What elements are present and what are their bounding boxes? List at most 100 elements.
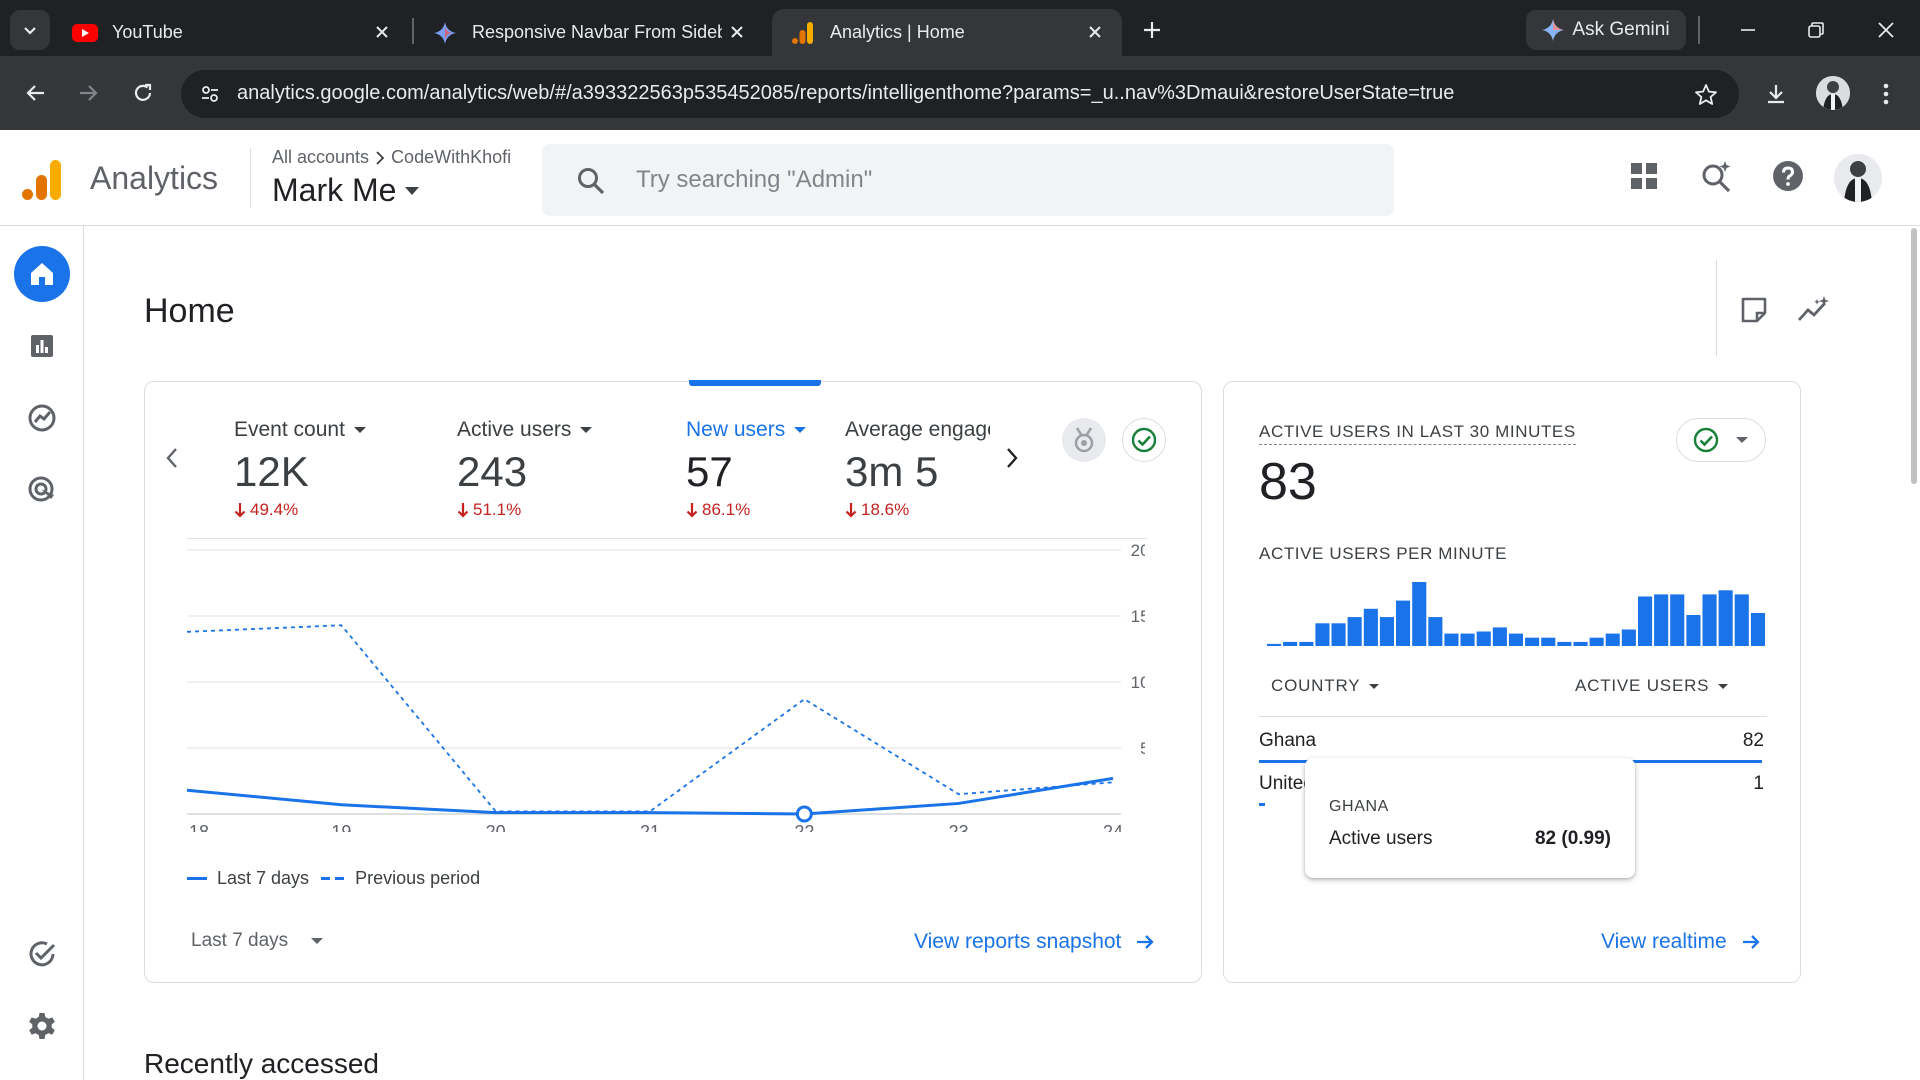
- metric-new-users[interactable]: New users 57 86.1%: [686, 418, 807, 520]
- address-bar[interactable]: analytics.google.com/analytics/web/#/a39…: [181, 70, 1739, 118]
- analytics-header: Analytics All accounts CodeWithKhofi Mar…: [0, 130, 1920, 226]
- search-bar[interactable]: Try searching "Admin": [542, 144, 1394, 216]
- tab-responsive-navbar[interactable]: Responsive Navbar From Sidebar: [414, 9, 764, 56]
- insights-icon[interactable]: [1794, 290, 1834, 330]
- account-avatar[interactable]: [1834, 154, 1882, 202]
- share-note-icon[interactable]: [1734, 290, 1774, 330]
- realtime-status-menu[interactable]: [1676, 418, 1766, 462]
- nav-explore[interactable]: [14, 390, 70, 446]
- forward-button[interactable]: [70, 74, 108, 112]
- metric-value: 3m 5: [845, 448, 939, 495]
- minute-bar: [1476, 631, 1491, 646]
- minimize-button[interactable]: [1728, 14, 1768, 46]
- chevron-right-icon: [1007, 448, 1018, 468]
- minute-bar: [1718, 590, 1733, 646]
- ask-gemini-button[interactable]: Ask Gemini: [1526, 10, 1686, 50]
- tab-analytics-home[interactable]: Analytics | Home: [772, 9, 1122, 56]
- chart-legend: Last 7 days Previous period: [187, 868, 480, 889]
- minimize-icon: [1741, 29, 1755, 31]
- active-users-column-header[interactable]: ACTIVE USERS: [1575, 676, 1729, 696]
- back-button[interactable]: [16, 74, 54, 112]
- restore-button[interactable]: [1796, 14, 1836, 46]
- breadcrumb-root[interactable]: All accounts: [272, 147, 370, 167]
- gemini-icon: [1542, 19, 1565, 41]
- divider: [187, 538, 1147, 539]
- legend-swatch-dashed: [321, 877, 346, 880]
- browser-menu-icon[interactable]: [1868, 76, 1904, 112]
- tooltip-title: GHANA: [1329, 798, 1389, 815]
- help-icon[interactable]: [1766, 154, 1810, 198]
- breadcrumb[interactable]: All accounts CodeWithKhofi: [272, 147, 511, 168]
- realtime-title[interactable]: ACTIVE USERS IN LAST 30 MINUTES: [1259, 422, 1576, 445]
- search-insights-icon[interactable]: [1694, 154, 1738, 198]
- caret-down-icon: [353, 427, 366, 433]
- tooltip-value: 82 (0.99): [1534, 828, 1611, 849]
- new-tab-button[interactable]: [1136, 14, 1168, 46]
- medal-icon: [1074, 427, 1094, 453]
- nav-reports[interactable]: [14, 318, 70, 374]
- property-selector[interactable]: Mark Me: [272, 172, 420, 209]
- target-cursor-icon: [28, 476, 54, 502]
- metric-change: 51.1%: [473, 500, 522, 519]
- downloads-icon[interactable]: [1758, 76, 1794, 112]
- metric-active-users[interactable]: Active users 243 51.1%: [457, 418, 593, 520]
- metric-label: Active users: [457, 418, 572, 441]
- url-text: analytics.google.com/analytics/web/#/a39…: [237, 82, 1455, 104]
- minute-bar: [1444, 633, 1459, 646]
- link-label: View reports snapshot: [914, 930, 1122, 953]
- country-column-header[interactable]: COUNTRY: [1271, 676, 1380, 696]
- bookmark-star-icon[interactable]: [1691, 80, 1721, 110]
- site-info-icon[interactable]: [195, 79, 225, 109]
- nav-tasks[interactable]: [14, 926, 70, 982]
- tab-youtube[interactable]: YouTube: [54, 9, 409, 56]
- date-range-selector[interactable]: Last 7 days: [191, 930, 324, 952]
- breadcrumb-account[interactable]: CodeWithKhofi: [391, 147, 512, 167]
- close-tab-icon[interactable]: [371, 21, 393, 43]
- close-tab-icon[interactable]: [726, 21, 748, 43]
- reload-icon: [134, 83, 152, 101]
- metric-value: 243: [457, 448, 528, 495]
- metric-change: 18.6%: [861, 500, 910, 519]
- minute-bar: [1460, 633, 1475, 646]
- arrow-right-icon: [1742, 935, 1760, 949]
- minute-bar: [1573, 641, 1588, 646]
- browser-profile-avatar[interactable]: [1816, 76, 1850, 110]
- minute-bar: [1283, 641, 1298, 646]
- minute-bar: [1428, 617, 1443, 646]
- divider: [1259, 716, 1767, 717]
- nav-home[interactable]: [14, 246, 70, 302]
- country-name: Ghana: [1259, 730, 1317, 751]
- x-tick-label: 21: [640, 822, 660, 832]
- arrow-down-icon: [234, 503, 246, 518]
- arrow-down-icon: [686, 503, 698, 518]
- new-users-line-chart: 05010015020018192021222324Jun: [186, 541, 1145, 832]
- nav-admin[interactable]: [14, 998, 70, 1054]
- data-quality-badge[interactable]: [1122, 418, 1166, 462]
- minute-bar: [1541, 637, 1556, 646]
- view-reports-snapshot-link[interactable]: View reports snapshot: [914, 930, 1155, 954]
- metric-event-count[interactable]: Event count 12K 49.4%: [234, 418, 367, 520]
- insights-badge[interactable]: [1062, 418, 1106, 462]
- apps-grid-icon[interactable]: [1622, 154, 1666, 198]
- close-window-button[interactable]: [1866, 14, 1906, 46]
- tab-search-button[interactable]: [10, 10, 50, 50]
- youtube-icon: [72, 22, 98, 44]
- selected-metric-indicator: [689, 380, 821, 386]
- analytics-logo[interactable]: [22, 160, 62, 200]
- close-tab-icon[interactable]: [1084, 21, 1106, 43]
- metric-average-engagement[interactable]: Average engagement time 3m 5 18.6%: [845, 412, 990, 522]
- chevron-right-icon: [376, 150, 385, 165]
- view-realtime-link[interactable]: View realtime: [1601, 930, 1761, 954]
- next-metrics-button[interactable]: [997, 438, 1027, 478]
- analytics-icon: [790, 21, 816, 44]
- metric-label: Average engagement time: [845, 418, 990, 441]
- x-tick-label: 22: [794, 822, 814, 832]
- nav-advertising[interactable]: [14, 462, 70, 518]
- realtime-card: ACTIVE USERS IN LAST 30 MINUTES 83 ACTIV…: [1223, 381, 1801, 983]
- page-scrollbar[interactable]: [1908, 226, 1920, 1080]
- header-divider: [250, 148, 251, 208]
- minute-bar: [1508, 633, 1523, 646]
- previous-metrics-button[interactable]: [157, 438, 187, 478]
- scrollbar-thumb[interactable]: [1911, 228, 1917, 484]
- reload-button[interactable]: [124, 74, 162, 112]
